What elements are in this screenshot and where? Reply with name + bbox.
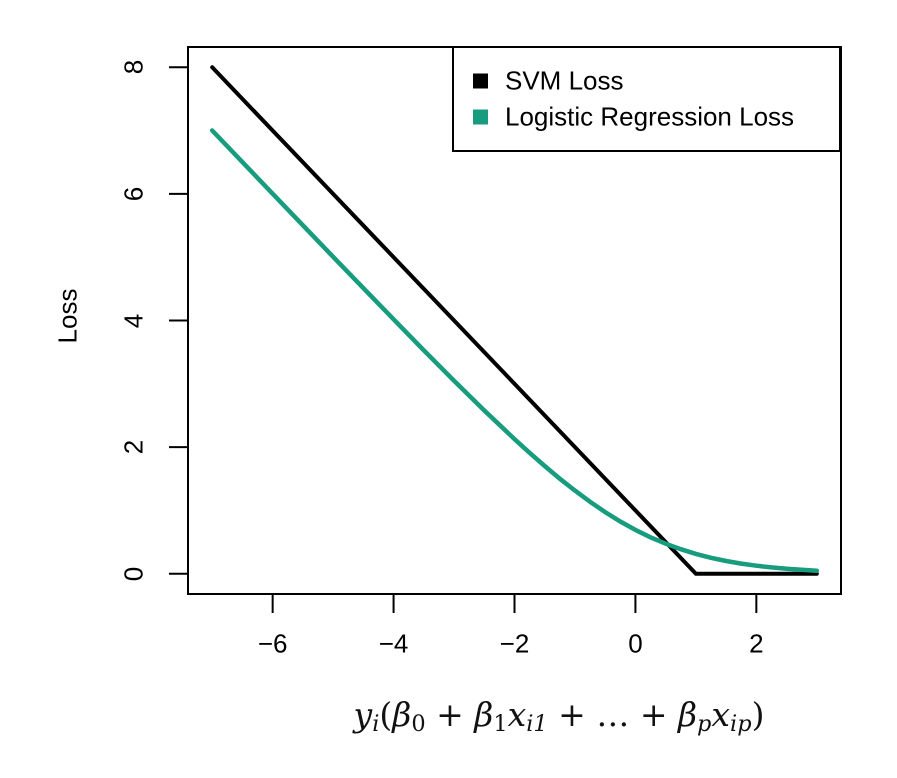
y-tick-label: 0 — [118, 566, 149, 581]
formula-part: β — [677, 695, 698, 735]
legend-label: SVM Loss — [505, 65, 624, 96]
logistic-regression-loss-line — [209, 128, 820, 573]
y-tick-label: 6 — [118, 186, 149, 202]
x-tick-label: 0 — [628, 628, 643, 659]
y-tick-label: 8 — [118, 60, 149, 75]
legend-label: Logistic Regression Loss — [505, 101, 795, 132]
formula-part: x — [507, 695, 527, 735]
x-tick-label: 2 — [749, 628, 764, 659]
legend-swatch-icon — [473, 73, 488, 89]
formula-part: ip — [730, 710, 752, 737]
formula-part: + … + — [547, 695, 678, 735]
formula-part: β — [474, 695, 494, 735]
svm-loss-line — [210, 65, 819, 576]
formula-part: i — [372, 710, 380, 737]
x-axis-title-formula: yi(β0 + β1xi1 + … + βpxip) — [354, 695, 765, 737]
x-tick-label: −6 — [257, 628, 288, 659]
formula-part: ) — [751, 695, 765, 735]
formula-part: p — [697, 710, 712, 737]
x-tick-label: −4 — [378, 628, 409, 659]
legend-box — [452, 46, 841, 152]
formula-part: x — [711, 695, 731, 735]
formula-part: i1 — [526, 710, 548, 737]
formula-part: + — [425, 695, 475, 735]
formula-part: 1 — [493, 710, 508, 737]
formula-part: y — [353, 695, 373, 735]
formula-part: β — [392, 695, 412, 735]
x-tick-label: −2 — [499, 628, 530, 659]
y-axis-title: Loss — [52, 288, 83, 344]
formula-part: 0 — [411, 710, 426, 737]
legend-swatch-icon — [473, 109, 488, 125]
y-tick-label: 2 — [118, 439, 149, 455]
y-tick-label: 4 — [118, 313, 149, 328]
formula-part: ( — [379, 695, 393, 735]
